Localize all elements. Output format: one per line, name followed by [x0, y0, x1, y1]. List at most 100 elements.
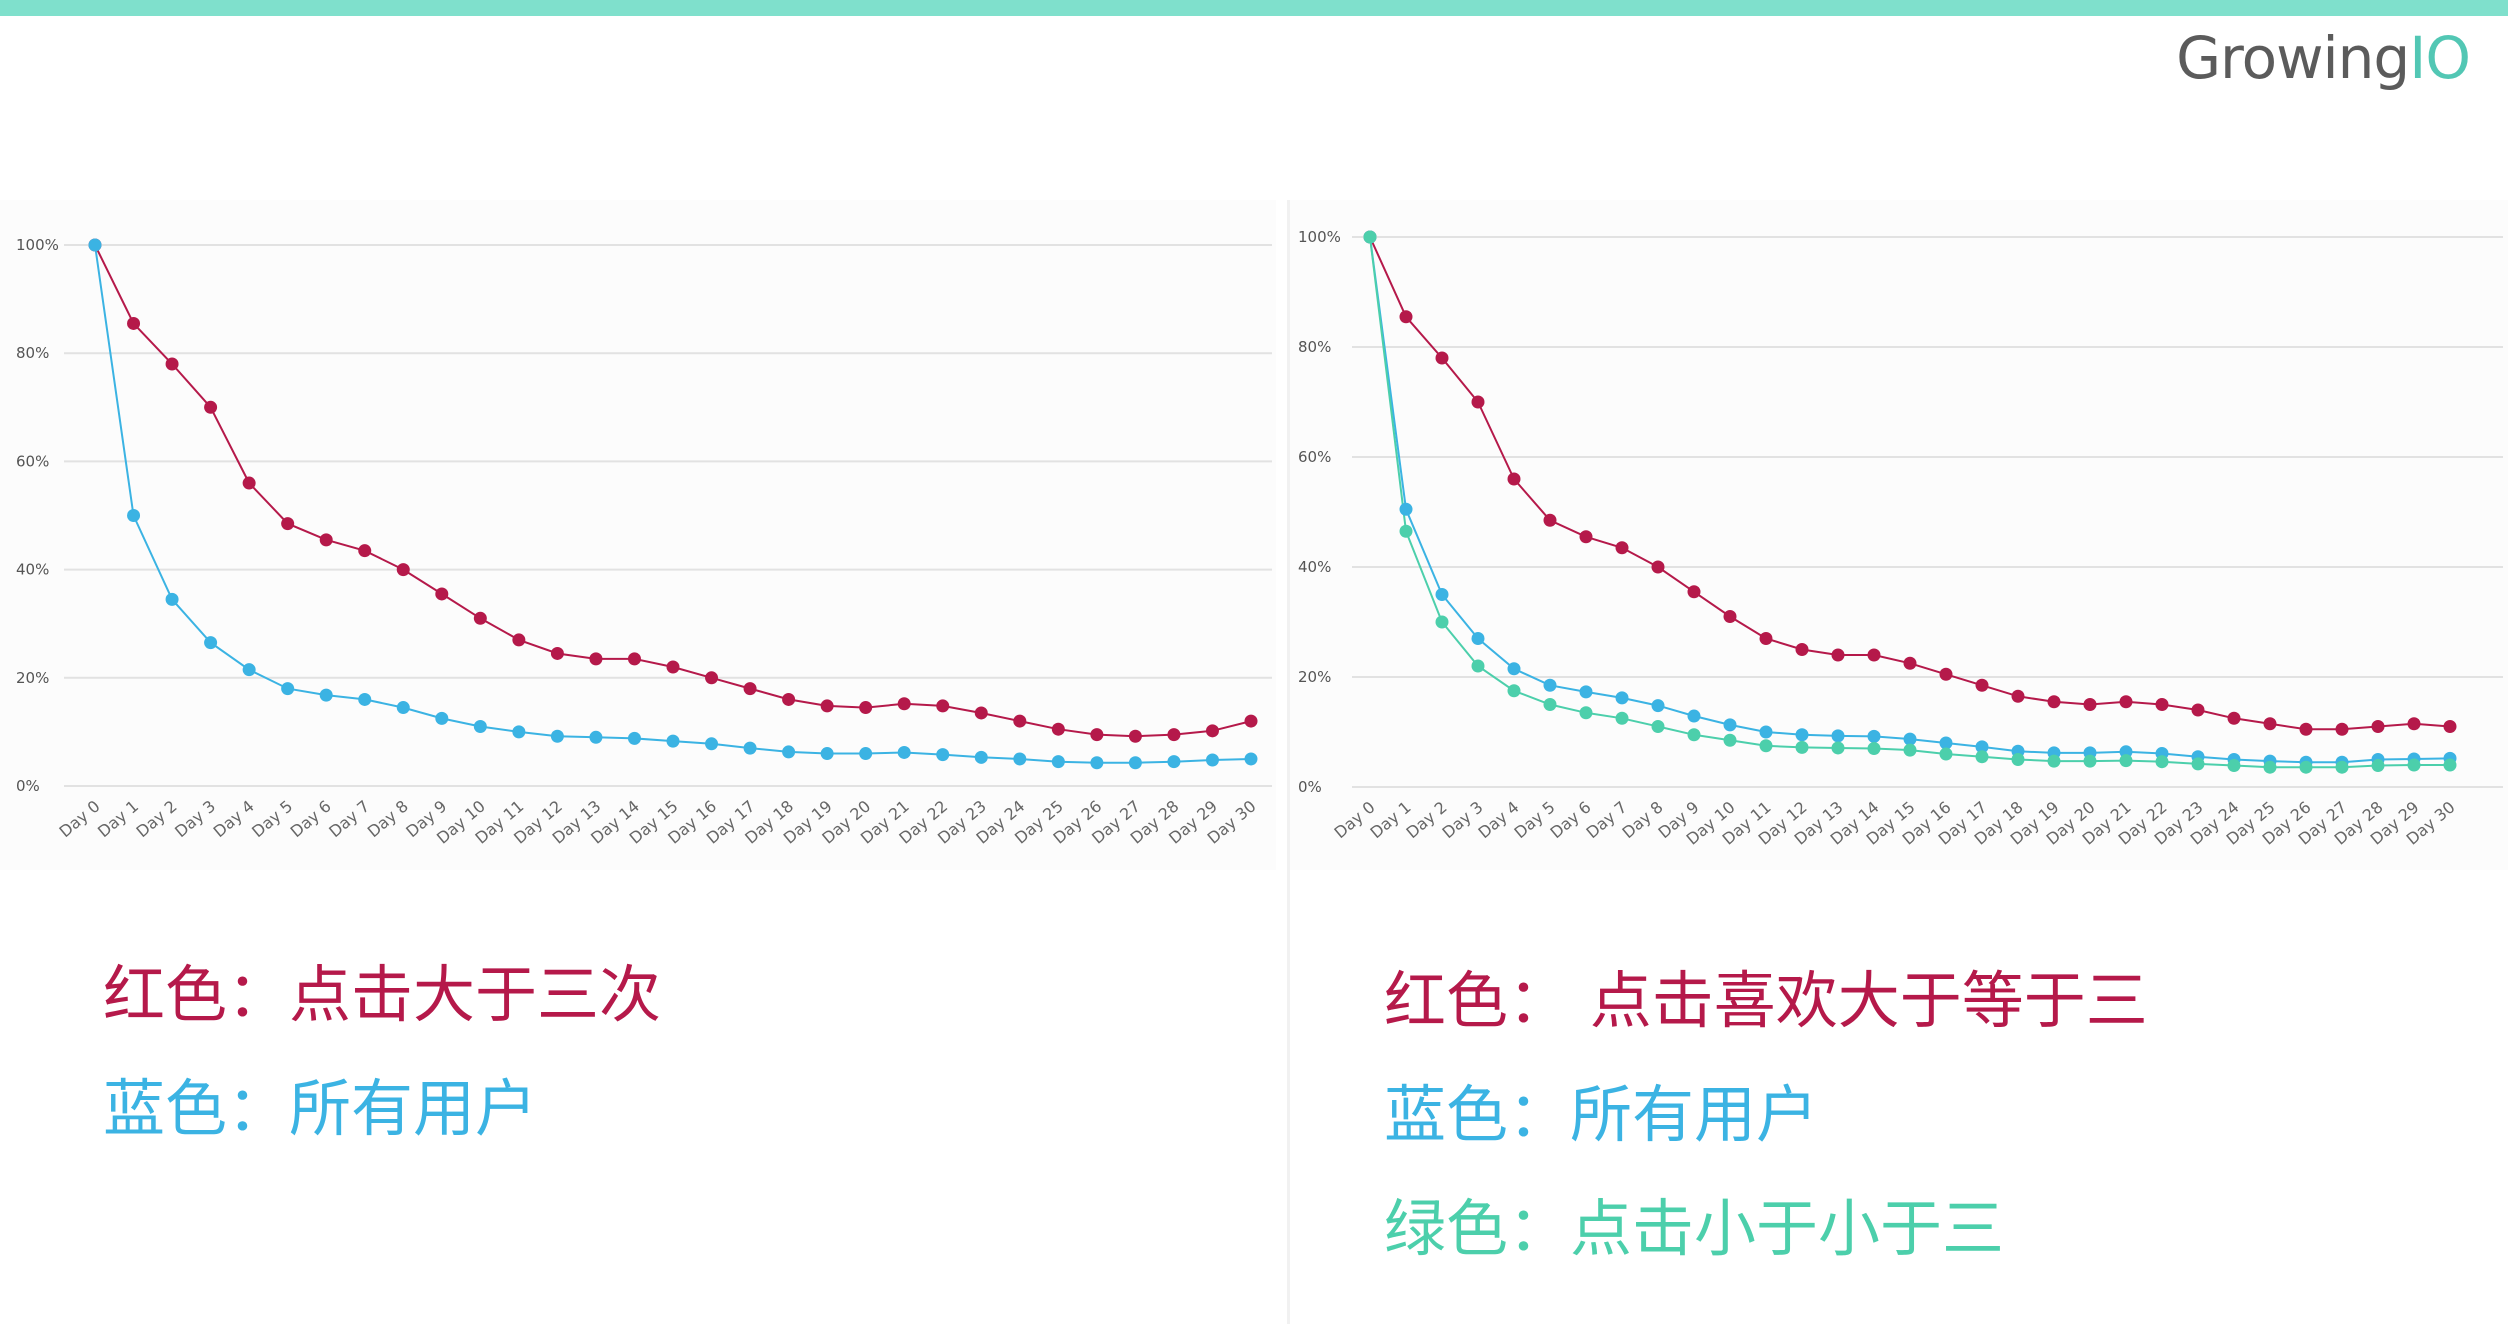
data-point-blue [473, 719, 487, 733]
series-line-green [1369, 236, 2450, 769]
data-point-red [820, 699, 834, 713]
x-tick-label: Day 5 [1510, 798, 1558, 843]
data-point-green [1399, 524, 1413, 538]
x-tick-label: Day 7 [1582, 798, 1630, 843]
legend-separator: ： [1508, 1078, 1571, 1151]
data-point-blue [743, 741, 757, 755]
data-point-blue [1399, 502, 1413, 516]
data-point-green [1471, 659, 1485, 673]
data-point-green [1435, 615, 1449, 629]
legend-right-red: 红色： 点击喜欢大于等于三 [1384, 970, 2148, 1032]
legend-separator: ： [227, 958, 290, 1031]
data-point-red [1831, 648, 1845, 662]
data-point-blue [127, 509, 141, 522]
x-tick-label: Day 3 [171, 797, 219, 842]
data-point-blue [1090, 756, 1104, 770]
y-tick-label: 0% [16, 777, 40, 795]
data-point-blue [204, 636, 218, 650]
data-point-blue [820, 747, 834, 761]
data-point-blue [1975, 740, 1989, 754]
data-point-green [1687, 728, 1701, 742]
data-point-red [782, 692, 796, 706]
data-point-red [396, 563, 410, 577]
data-point-blue [319, 688, 333, 702]
data-point-blue [1831, 729, 1845, 743]
data-point-red [1471, 395, 1485, 409]
data-point-red [2263, 717, 2277, 731]
data-point-blue [1051, 755, 1065, 769]
data-point-blue [358, 692, 372, 706]
legend-left-red: 红色：点击大于三次 [103, 964, 661, 1026]
data-point-red [1013, 714, 1027, 728]
data-point-red [1795, 643, 1809, 656]
data-point-red [859, 701, 873, 715]
data-point-blue [1615, 691, 1629, 705]
data-point-green [2155, 755, 2169, 769]
data-point-green [2299, 760, 2313, 774]
data-point-blue [281, 682, 295, 696]
data-point-red [512, 633, 526, 647]
data-point-red [2083, 698, 2097, 711]
y-tick-label: 100% [16, 236, 59, 254]
x-tick-label: Day 6 [1546, 798, 1594, 843]
data-point-green [1723, 733, 1737, 747]
data-point-red [358, 544, 372, 558]
data-point-red [2407, 717, 2421, 731]
x-tick-label: Day 2 [1402, 798, 1450, 843]
data-point-blue [705, 737, 719, 751]
data-point-red [1205, 724, 1219, 738]
x-tick-label: Day 4 [210, 797, 258, 842]
data-point-red [127, 316, 141, 330]
data-point-blue [1579, 685, 1593, 699]
data-point-green [1615, 711, 1629, 725]
data-point-blue [627, 731, 641, 745]
legend-separator: ： [1508, 1192, 1571, 1265]
data-point-blue [88, 238, 102, 252]
retention-chart-right: 0% 20% 40% 60% 80% 100% Day 0 Day 1 Day 2 Day 3 Da… [1290, 200, 2508, 870]
data-point-red [627, 652, 641, 666]
data-point-red [1687, 585, 1701, 599]
data-point-red [1167, 728, 1181, 742]
data-point-green [1579, 706, 1593, 720]
y-tick-label: 80% [16, 344, 49, 362]
legend-right-green: 绿色：点击小于小于三 [1384, 1198, 2004, 1260]
data-point-red [2191, 703, 2205, 717]
data-point-red [936, 699, 950, 713]
data-point-blue [1651, 699, 1665, 713]
data-point-blue [936, 748, 950, 762]
data-point-blue [1939, 736, 1953, 750]
y-tick-label: 0% [1298, 778, 1322, 796]
data-point-red [2335, 722, 2349, 736]
data-point-blue [1167, 755, 1181, 769]
data-point-red [2443, 720, 2457, 733]
data-point-red [204, 400, 218, 414]
y-tick-label: 60% [1298, 448, 1331, 466]
x-tick-label: Day 7 [325, 797, 373, 842]
data-point-red [1723, 610, 1737, 623]
data-point-red [1867, 648, 1881, 662]
series-line-red [1369, 236, 2451, 731]
x-tick-label: Day 8 [1618, 798, 1666, 843]
x-tick-label: Day 0 [55, 797, 103, 842]
data-point-red [1651, 560, 1665, 574]
data-point-red [974, 706, 988, 720]
data-point-green [2335, 760, 2349, 774]
data-point-red [1090, 728, 1104, 742]
data-point-red [319, 533, 333, 547]
data-point-green [2443, 758, 2457, 772]
data-point-green [1363, 230, 1377, 244]
panel-divider [1287, 200, 1290, 1324]
y-tick-label: 20% [1298, 668, 1331, 686]
legend-separator: ： [1508, 964, 1590, 1037]
data-point-red [165, 357, 179, 371]
data-point-red [1759, 632, 1773, 645]
legend-color-label: 绿色 [1384, 1192, 1509, 1265]
data-point-blue [1759, 725, 1773, 739]
data-point-green [1795, 740, 1809, 754]
data-point-green [1975, 750, 1989, 764]
data-point-blue [1687, 709, 1701, 723]
data-point-blue [1723, 718, 1737, 732]
y-tick-label: 40% [16, 561, 49, 579]
data-point-blue [242, 663, 256, 677]
y-tick-label: 20% [16, 669, 49, 687]
